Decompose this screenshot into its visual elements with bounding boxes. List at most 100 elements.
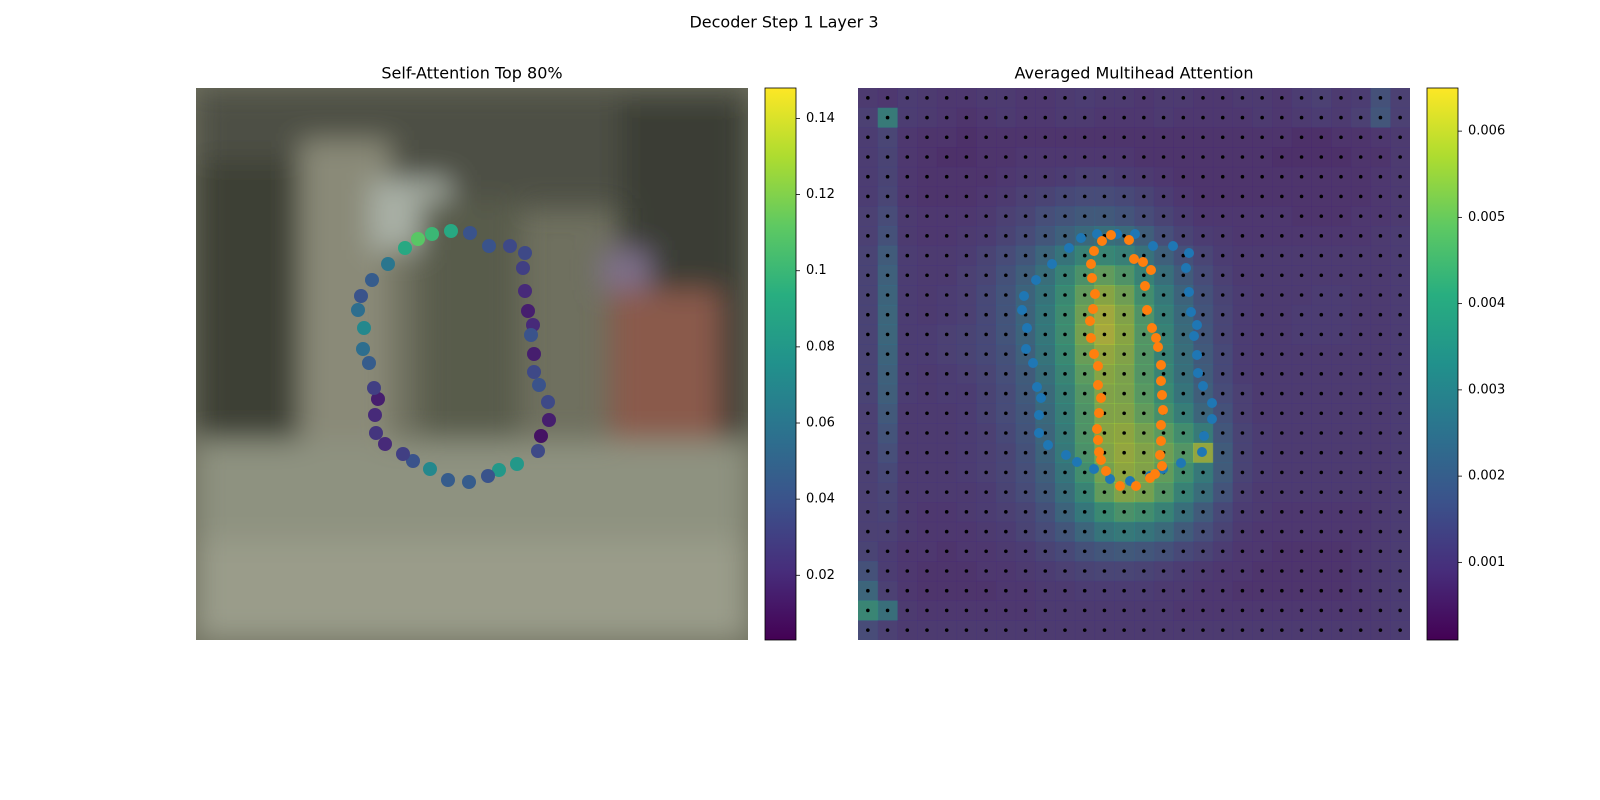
grid-dot [1319,253,1324,258]
grid-dot [1339,253,1343,258]
grid-dot [1339,155,1343,159]
grid-dot [1142,273,1146,278]
grid-dot [866,174,870,179]
grid-dot [1378,628,1383,632]
grid-dot [1280,352,1284,356]
point [369,426,383,440]
grid-dot [1023,115,1028,120]
grid-dot [1181,411,1186,416]
grid-dot [1378,391,1383,396]
grid-dot [885,174,890,179]
grid-dot [1339,312,1343,317]
grid-dot [1102,214,1107,218]
grid-dot [866,273,870,278]
grid-dot [964,115,969,120]
grid-dot [1063,332,1067,337]
grid-dot [1122,529,1126,534]
grid-dot [1358,549,1363,554]
point [518,246,532,260]
grid-dot [1378,155,1383,159]
grid-dot [1398,529,1402,534]
grid-dot [1082,529,1087,534]
grid-dot [925,529,929,534]
grid-dot [1280,234,1284,238]
grid-dot [1201,312,1205,317]
grid-dot [1398,293,1402,297]
grid-dot [1398,608,1402,613]
grid-dot [905,450,910,455]
grid-dot [905,312,910,317]
grid-dot [1260,115,1264,120]
grid-dot [944,155,949,159]
point [1207,398,1217,408]
grid-dot [1398,155,1402,159]
grid-dot [925,510,929,514]
grid-dot [885,214,890,218]
grid-dot [964,293,969,297]
point [1176,458,1186,468]
grid-dot [1201,194,1205,199]
grid-dot [925,588,929,593]
grid-dot [1161,549,1166,554]
grid-dot [1063,273,1067,278]
grid-dot [1319,628,1324,632]
colorbar-tick-label: 0.04 [806,492,835,507]
grid-dot [866,155,870,159]
grid-dot [1201,234,1205,238]
grid-dot [964,490,969,494]
grid-dot [984,372,988,376]
grid-dot [1043,96,1048,100]
grid-dot [1102,155,1107,159]
grid-dot [1299,312,1304,317]
grid-dot [1122,588,1126,593]
grid-dot [1122,391,1126,396]
grid-dot [1004,411,1008,416]
colorbar [1426,87,1459,641]
grid-dot [905,174,910,179]
point [1031,275,1041,285]
grid-dot [944,214,949,218]
grid-dot [1043,490,1048,494]
grid-dot [1260,391,1264,396]
grid-dot [925,214,929,218]
grid-dot [944,135,949,140]
grid-dot [1161,234,1166,238]
grid-dot [1181,174,1186,179]
grid-dot [1240,391,1245,396]
grid-dot [1220,431,1225,435]
grid-dot [1398,332,1402,337]
grid-dot [1299,529,1304,534]
grid-dot [1240,529,1245,534]
grid-dot [1260,135,1264,140]
grid-dot [1142,253,1146,258]
grid-dot [1339,549,1343,554]
grid-dot [1280,194,1284,199]
grid-dot [1023,135,1028,140]
grid-dot [1319,96,1324,100]
grid-dot [866,253,870,258]
grid-dot [1082,470,1087,475]
point [406,454,420,468]
grid-dot [1161,293,1166,297]
grid-dot [1004,608,1008,613]
grid-dot [1023,549,1028,554]
grid-dot [1023,96,1028,100]
grid-dot [1181,194,1186,199]
grid-dot [964,234,969,238]
grid-dot [925,293,929,297]
grid-dot [984,253,988,258]
grid-dot [1201,174,1205,179]
grid-dot [1201,569,1205,573]
panel-title: Averaged Multihead Attention [1015,64,1254,83]
grid-dot [984,332,988,337]
grid-dot [1161,490,1166,494]
grid-dot [925,490,929,494]
grid-dot [885,490,890,494]
grid-dot [944,549,949,554]
grid-dot [1358,273,1363,278]
grid-dot [925,135,929,140]
grid-dot [1201,470,1205,475]
grid-dot [1142,608,1146,613]
grid-dot [1280,115,1284,120]
grid-dot [1082,214,1087,218]
